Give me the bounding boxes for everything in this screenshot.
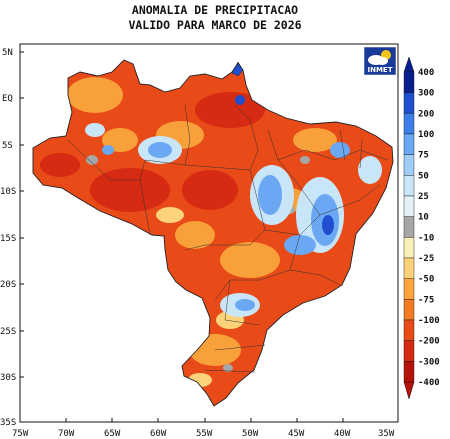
colorbar-swatch — [403, 278, 415, 300]
lon-label-45w: 45W — [288, 429, 305, 439]
colorbar-swatch — [403, 175, 415, 197]
colorbar-label: 25 — [418, 192, 429, 202]
colorbar-swatch — [403, 216, 415, 238]
colorbar-label: 10 — [418, 213, 429, 223]
colorbar-label: -100 — [418, 316, 440, 326]
logo-text: INMET — [368, 66, 393, 74]
inmet-logo: INMET — [363, 46, 397, 76]
colorbar-label: -200 — [418, 337, 440, 347]
colorbar-label: -50 — [418, 275, 434, 285]
lon-label-35w: 35W — [378, 429, 395, 439]
colorbar-top-arrow — [403, 56, 415, 73]
lon-label-60w: 60W — [150, 429, 167, 439]
lat-label-20s: 20S — [0, 280, 16, 290]
colorbar-bottom-arrow — [403, 381, 415, 400]
colorbar-label: 300 — [418, 89, 434, 99]
precipitation-anomaly-field — [40, 62, 382, 387]
colorbar-label: -400 — [418, 378, 440, 388]
lat-label-30s: 30S — [0, 373, 16, 383]
lon-label-50w: 50W — [242, 429, 259, 439]
colorbar-label: 75 — [418, 151, 429, 161]
lat-label-5s: 5S — [2, 141, 13, 151]
lon-label-70w: 70W — [58, 429, 75, 439]
colorbar-swatch — [403, 71, 415, 93]
colorbar-swatch — [403, 92, 415, 114]
colorbar-label: -300 — [418, 357, 440, 367]
colorbar-swatch — [403, 195, 415, 217]
colorbar-swatch — [403, 340, 415, 362]
lon-label-75w: 75W — [12, 429, 29, 439]
lat-label-15s: 15S — [0, 234, 16, 244]
lon-label-65w: 65W — [104, 429, 121, 439]
state-borders — [67, 104, 389, 373]
colorbar-label: -25 — [418, 254, 434, 264]
lat-label-35s: 35S — [0, 418, 16, 428]
colorbar-label: 100 — [418, 130, 434, 140]
colorbar-swatch — [403, 113, 415, 135]
colorbar-label: 400 — [418, 68, 434, 78]
lat-label-10s: 10S — [0, 187, 16, 197]
colorbar-label: 50 — [418, 171, 429, 181]
colorbar-label: -75 — [418, 295, 434, 305]
colorbar-swatch — [403, 361, 415, 383]
lat-label-5n: 5N — [2, 48, 13, 58]
colorbar-swatch — [403, 133, 415, 155]
colorbar-swatch — [403, 299, 415, 321]
latitude-axis: 5N EQ 5S 10S 15S 20S 25S 30S 35S — [0, 48, 24, 428]
lat-label-eq: EQ — [2, 94, 13, 104]
colorbar: 400 300 200 100 75 50 25 10 -10 -25 -50 -75 -100 -200… — [403, 56, 440, 400]
colorbar-swatch — [403, 319, 415, 341]
map-title-line-2: VALIDO PARA MARCO DE 2026 — [128, 18, 302, 32]
map-title-line-1: ANOMALIA DE PRECIPITACAO — [131, 3, 299, 17]
colorbar-swatch — [403, 237, 415, 259]
lon-label-55w: 55W — [196, 429, 213, 439]
colorbar-label: 200 — [418, 109, 434, 119]
lon-label-40w: 40W — [334, 429, 351, 439]
longitude-axis: 75W 70W 65W 60W 55W 50W 45W 40W 35W — [12, 418, 395, 439]
lat-label-25s: 25S — [0, 327, 16, 337]
colorbar-swatch — [403, 257, 415, 279]
colorbar-swatch — [403, 154, 415, 176]
colorbar-label: -10 — [418, 233, 434, 243]
